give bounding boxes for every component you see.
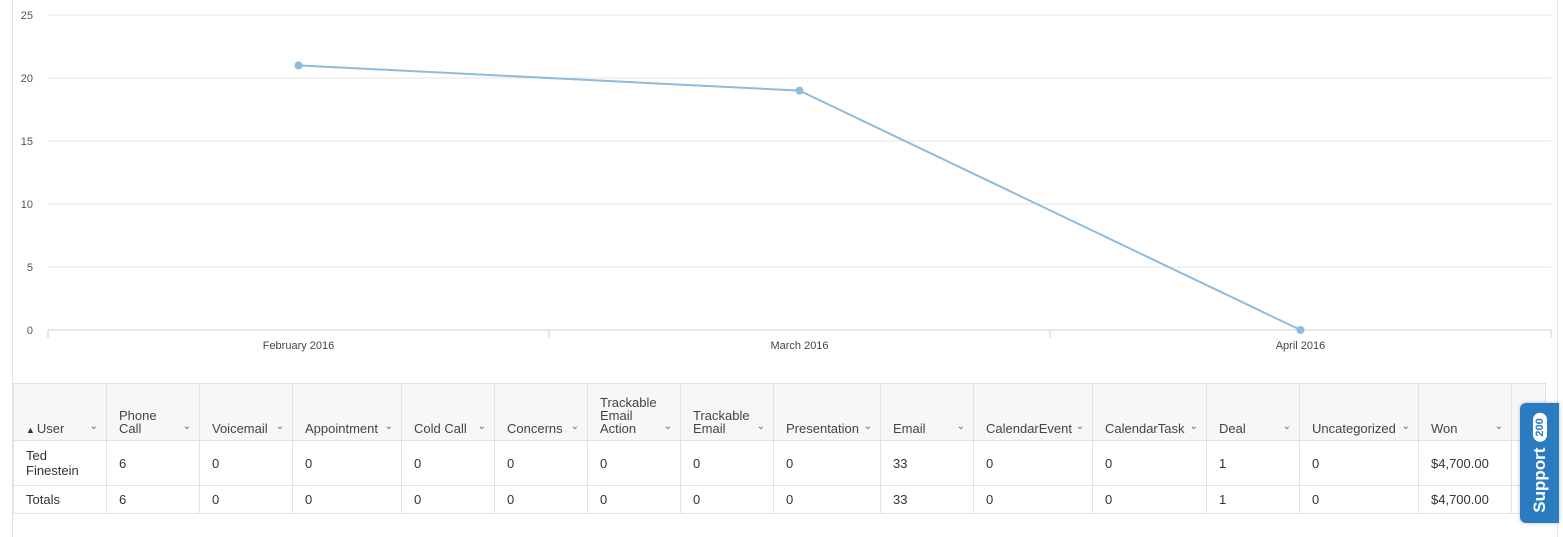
cell-cold-call: 0 — [401, 440, 495, 486]
chevron-down-icon[interactable]: ⌄ — [477, 421, 486, 432]
y-tick-label: 25 — [21, 10, 33, 22]
chevron-down-icon[interactable]: ⌄ — [570, 421, 579, 432]
data-point — [294, 61, 303, 70]
series-line — [298, 64, 1301, 331]
cell-total-trackable-email: 0 — [680, 485, 774, 514]
y-tick-label: 10 — [21, 199, 33, 211]
column-header-concerns[interactable]: Concerns ⌄ — [494, 383, 588, 441]
cell-trackable-email-action: 0 — [587, 440, 681, 486]
support-tab[interactable]: Support 200 — [1520, 403, 1559, 523]
column-header-trackable-email[interactable]: Trackable Email ⌄ — [680, 383, 774, 441]
cell-user: Ted Finestein — [13, 440, 107, 486]
table-row[interactable]: Ted Finestein 6 0 0 0 0 0 0 0 33 0 0 1 0… — [13, 440, 1546, 486]
y-tick-label: 5 — [27, 262, 33, 274]
chevron-down-icon[interactable]: ⌄ — [863, 421, 872, 432]
chevron-down-icon[interactable]: ⌄ — [1075, 421, 1084, 432]
panel-border-right — [1557, 0, 1558, 537]
cell-trackable-email: 0 — [680, 440, 774, 486]
chevron-down-icon[interactable]: ⌄ — [1401, 421, 1410, 432]
column-header-uncategorized[interactable]: Uncategorized ⌄ — [1299, 383, 1419, 441]
column-header-cold-call[interactable]: Cold Call ⌄ — [401, 383, 495, 441]
cell-total-presentation: 0 — [773, 485, 881, 514]
support-badge: 200 — [1532, 413, 1547, 442]
cell-total-trackable-email-action: 0 — [587, 485, 681, 514]
y-tick-label: 15 — [21, 136, 33, 148]
support-tab-content: Support 200 — [1530, 413, 1550, 513]
sort-ascending-icon: ▲ — [26, 425, 35, 435]
cell-total-phone-call: 6 — [106, 485, 200, 514]
activity-line-chart: 0 5 10 15 20 25 February 2016 March 2016 April 2… — [21, 10, 1552, 352]
cell-deal: 1 — [1206, 440, 1300, 486]
cell-concerns: 0 — [494, 440, 588, 486]
cell-total-won: $4,700.00 — [1418, 485, 1512, 514]
column-header-calendar-event[interactable]: CalendarEvent ⌄ — [973, 383, 1093, 441]
x-tick-label: February 2016 — [263, 340, 335, 352]
chevron-down-icon[interactable]: ⌄ — [384, 421, 393, 432]
column-header-trackable-email-action[interactable]: Trackable Email Action ⌄ — [587, 383, 681, 441]
chevron-down-icon[interactable]: ⌄ — [182, 421, 191, 432]
activity-table: ▲ User ⌄ Phone Call ⌄ Voicemail ⌄ Appointme… — [13, 383, 1546, 514]
chevron-down-icon[interactable]: ⌄ — [89, 421, 98, 432]
x-tick-label: March 2016 — [770, 340, 828, 352]
column-header-deal[interactable]: Deal ⌄ — [1206, 383, 1300, 441]
chevron-down-icon[interactable]: ⌄ — [1282, 421, 1291, 432]
cell-total-appointment: 0 — [292, 485, 402, 514]
cell-total-cold-call: 0 — [401, 485, 495, 514]
chevron-down-icon[interactable]: ⌄ — [1494, 421, 1503, 432]
cell-total-email: 33 — [880, 485, 974, 514]
y-tick-label: 20 — [21, 73, 33, 85]
column-header-user[interactable]: ▲ User ⌄ — [13, 383, 107, 441]
support-label: Support — [1529, 447, 1549, 513]
column-header-email[interactable]: Email ⌄ — [880, 383, 974, 441]
cell-uncategorized: 0 — [1299, 440, 1419, 486]
column-header-voicemail[interactable]: Voicemail ⌄ — [199, 383, 293, 441]
column-header-presentation[interactable]: Presentation ⌄ — [773, 383, 881, 441]
cell-total-deal: 1 — [1206, 485, 1300, 514]
column-header-calendar-task[interactable]: CalendarTask ⌄ — [1092, 383, 1207, 441]
x-tick-label: April 2016 — [1276, 340, 1326, 352]
y-tick-label: 0 — [27, 325, 33, 337]
cell-calendar-task: 0 — [1092, 440, 1207, 486]
cell-email: 33 — [880, 440, 974, 486]
cell-phone-call: 6 — [106, 440, 200, 486]
chevron-down-icon[interactable]: ⌄ — [956, 421, 965, 432]
column-header-won[interactable]: Won ⌄ — [1418, 383, 1512, 441]
cell-appointment: 0 — [292, 440, 402, 486]
cell-presentation: 0 — [773, 440, 881, 486]
panel-border-left — [12, 0, 13, 537]
column-header-phone-call[interactable]: Phone Call ⌄ — [106, 383, 200, 441]
cell-total-calendar-event: 0 — [973, 485, 1093, 514]
cell-won: $4,700.00 — [1418, 440, 1512, 486]
cell-voicemail: 0 — [199, 440, 293, 486]
cell-totals-label: Totals — [13, 485, 107, 514]
chevron-down-icon[interactable]: ⌄ — [1189, 421, 1198, 432]
data-point — [1296, 326, 1305, 334]
chevron-down-icon[interactable]: ⌄ — [663, 421, 672, 432]
chevron-down-icon[interactable]: ⌄ — [756, 421, 765, 432]
cell-total-uncategorized: 0 — [1299, 485, 1419, 514]
cell-total-voicemail: 0 — [199, 485, 293, 514]
table-header-row: ▲ User ⌄ Phone Call ⌄ Voicemail ⌄ Appointme… — [13, 383, 1546, 441]
totals-row: Totals 6 0 0 0 0 0 0 0 33 0 0 1 0 $4,700… — [13, 485, 1546, 514]
cell-calendar-event: 0 — [973, 440, 1093, 486]
chevron-down-icon[interactable]: ⌄ — [275, 421, 284, 432]
column-header-appointment[interactable]: Appointment ⌄ — [292, 383, 402, 441]
cell-total-concerns: 0 — [494, 485, 588, 514]
data-point — [795, 86, 804, 95]
cell-total-calendar-task: 0 — [1092, 485, 1207, 514]
